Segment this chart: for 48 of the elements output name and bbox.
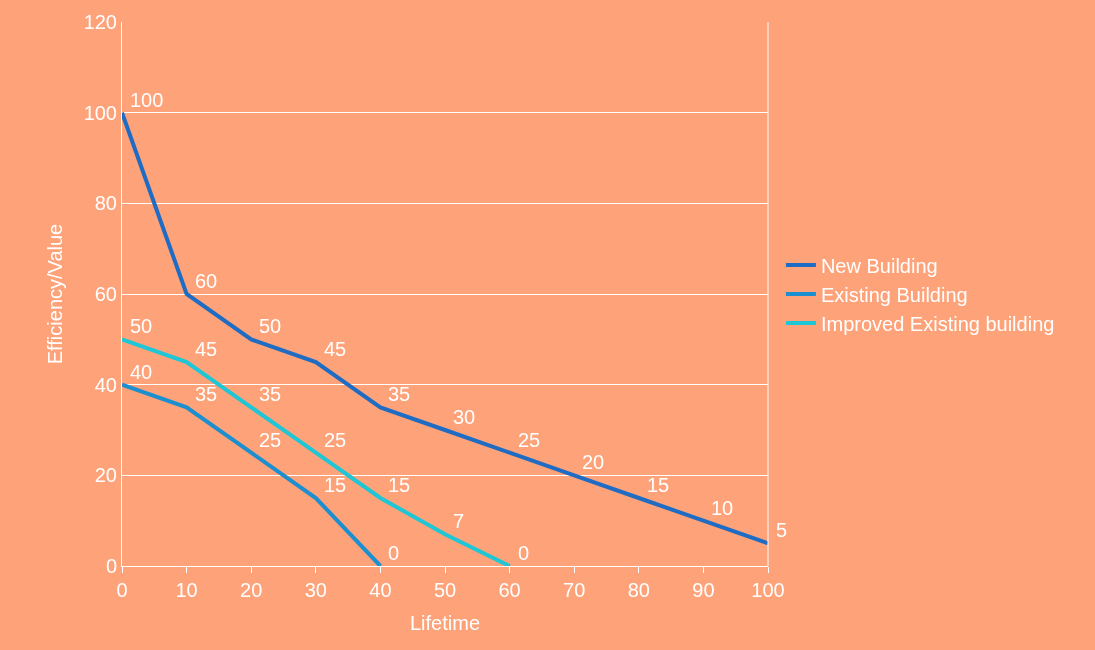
data-label: 40 <box>130 361 153 383</box>
data-label: 45 <box>324 338 347 360</box>
data-label: 20 <box>582 451 605 473</box>
y-tick-label: 40 <box>94 373 117 396</box>
x-tick-label: 90 <box>692 579 715 601</box>
y-tick-label: 60 <box>94 283 117 305</box>
x-tick-label: 30 <box>304 579 327 601</box>
data-label: 35 <box>195 383 218 405</box>
legend-label: Existing Building <box>820 283 968 306</box>
x-tick-label: 50 <box>433 579 457 601</box>
data-label: 25 <box>259 429 282 451</box>
data-label: 10 <box>711 497 734 519</box>
data-label: 60 <box>195 270 218 292</box>
data-label: 0 <box>518 542 530 564</box>
data-label: 5 <box>776 519 788 541</box>
x-tick-label: 10 <box>175 579 198 601</box>
y-axis-title: Efficiency/Value <box>44 223 67 365</box>
data-label: 35 <box>388 383 411 405</box>
y-tick-label: 80 <box>94 192 117 215</box>
line-series <box>122 382 383 566</box>
y-tick-label: 0 <box>105 555 117 577</box>
line-series <box>122 337 512 566</box>
x-tick-label: 80 <box>627 579 650 601</box>
data-label: 0 <box>388 542 400 564</box>
y-tick-label: 100 <box>83 101 117 124</box>
x-tick-label: 60 <box>498 579 521 601</box>
data-label: 45 <box>195 338 218 360</box>
data-label: 7 <box>453 510 465 532</box>
data-label: 30 <box>453 406 476 428</box>
x-tick-label: 100 <box>751 579 785 601</box>
x-axis-title: Lifetime <box>409 611 481 634</box>
legend-label: New Building <box>820 254 938 277</box>
y-tick-label: 20 <box>94 464 117 487</box>
data-label: 50 <box>259 315 282 337</box>
x-tick-label: 70 <box>563 579 586 601</box>
data-label: 15 <box>388 474 411 496</box>
data-label: 15 <box>324 474 347 496</box>
data-label: 25 <box>324 429 347 451</box>
data-label: 35 <box>259 383 282 405</box>
line-series <box>122 110 768 546</box>
legend-label: Improved Existing building <box>820 312 1055 335</box>
data-label: 15 <box>647 474 670 496</box>
x-tick-label: 40 <box>369 579 392 601</box>
data-label: 25 <box>518 429 541 451</box>
data-label: 100 <box>130 89 164 111</box>
y-tick-label: 120 <box>83 11 117 33</box>
data-label: 50 <box>130 315 153 337</box>
x-tick-label: 20 <box>240 579 263 601</box>
